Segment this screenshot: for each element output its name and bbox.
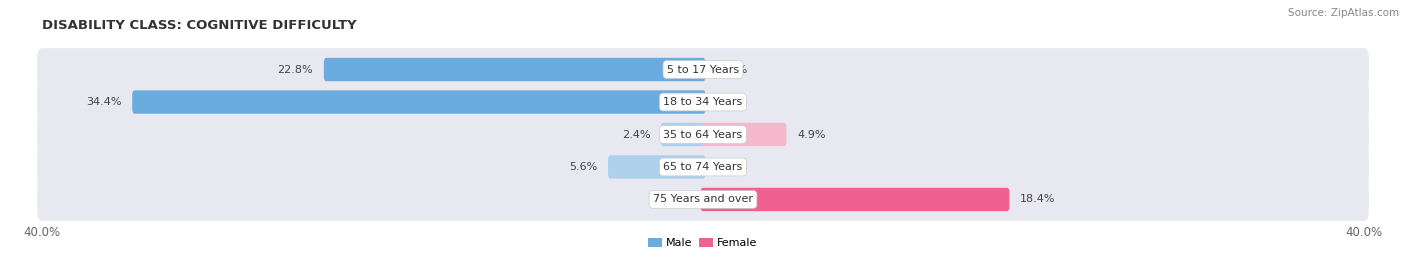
Text: 0.0%: 0.0% — [658, 194, 686, 204]
Legend: Male, Female: Male, Female — [644, 233, 762, 253]
Text: 5 to 17 Years: 5 to 17 Years — [666, 65, 740, 75]
FancyBboxPatch shape — [661, 123, 706, 146]
Text: 75 Years and over: 75 Years and over — [652, 194, 754, 204]
Text: 35 to 64 Years: 35 to 64 Years — [664, 129, 742, 140]
FancyBboxPatch shape — [700, 188, 1010, 211]
Text: 0.0%: 0.0% — [720, 162, 748, 172]
Text: 2.4%: 2.4% — [621, 129, 650, 140]
Text: 18.4%: 18.4% — [1021, 194, 1056, 204]
Text: 0.0%: 0.0% — [720, 65, 748, 75]
FancyBboxPatch shape — [37, 48, 1369, 91]
FancyBboxPatch shape — [37, 81, 1369, 123]
FancyBboxPatch shape — [323, 58, 706, 81]
FancyBboxPatch shape — [700, 123, 786, 146]
Text: Source: ZipAtlas.com: Source: ZipAtlas.com — [1288, 8, 1399, 18]
FancyBboxPatch shape — [607, 155, 706, 179]
Text: 22.8%: 22.8% — [277, 65, 314, 75]
FancyBboxPatch shape — [37, 113, 1369, 156]
FancyBboxPatch shape — [37, 146, 1369, 188]
Text: 18 to 34 Years: 18 to 34 Years — [664, 97, 742, 107]
Text: 65 to 74 Years: 65 to 74 Years — [664, 162, 742, 172]
Text: DISABILITY CLASS: COGNITIVE DIFFICULTY: DISABILITY CLASS: COGNITIVE DIFFICULTY — [42, 19, 357, 32]
FancyBboxPatch shape — [132, 90, 706, 114]
Text: 0.0%: 0.0% — [720, 97, 748, 107]
Text: 5.6%: 5.6% — [569, 162, 598, 172]
Text: 34.4%: 34.4% — [86, 97, 121, 107]
FancyBboxPatch shape — [37, 178, 1369, 221]
Text: 4.9%: 4.9% — [797, 129, 825, 140]
